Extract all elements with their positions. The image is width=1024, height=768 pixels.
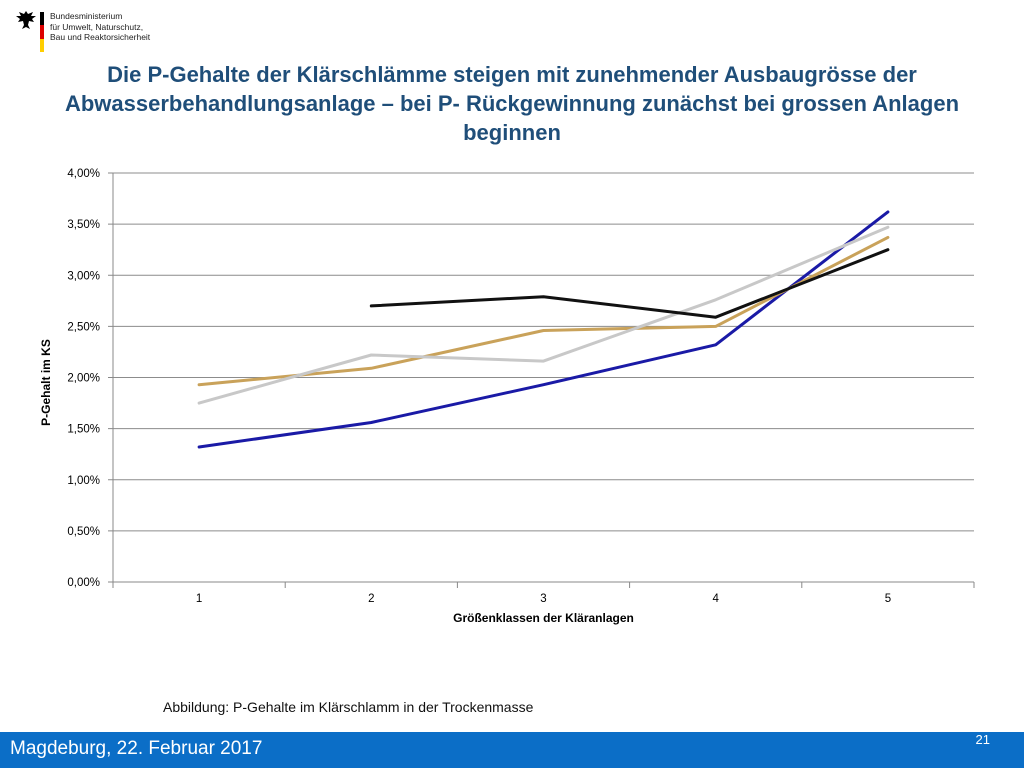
flag-gold: [40, 38, 44, 52]
x-tick-label: 1: [196, 593, 202, 605]
x-tick-label: 3: [540, 593, 546, 605]
flag-red: [40, 25, 44, 39]
y-tick-label: 0,50%: [67, 526, 100, 538]
ministry-name: Bundesministerium für Umwelt, Naturschut…: [50, 11, 151, 42]
slide-title: Die P-Gehalte der Klärschlämme steigen m…: [64, 62, 960, 145]
chart-area: 0,00% 0,50% 1,00% 1,50% 2,00% 2,50% 3,00% 3,50%…: [0, 160, 1024, 630]
footer-bar: Magdeburg, 22. Februar 2017 21: [0, 732, 1024, 768]
x-tick-label: 2: [368, 593, 374, 605]
german-flag-stripe: [40, 12, 44, 52]
series-line-2: [197, 235, 890, 387]
federal-eagle-icon: [16, 11, 36, 29]
y-tick-label: 0,00%: [67, 577, 100, 589]
flag-black: [40, 12, 44, 26]
y-tick-label: 2,50%: [67, 321, 100, 333]
line-chart: 0,00% 0,50% 1,00% 1,50% 2,00% 2,50% 3,00% 3,50%…: [39, 168, 975, 625]
y-tick-label: 3,50%: [67, 219, 100, 231]
y-axis-title: P-Gehalt im KS: [39, 339, 53, 426]
series-line-4: [369, 248, 890, 319]
y-tick-label: 3,00%: [67, 270, 100, 282]
y-tick-label: 4,00%: [67, 168, 100, 180]
x-tick-label: 5: [885, 593, 891, 605]
footer-place-date: Magdeburg, 22. Februar 2017: [10, 738, 263, 759]
x-tick-label: 4: [712, 593, 719, 605]
ministry-logo: Bundesministerium für Umwelt, Naturschut…: [14, 10, 214, 52]
y-tick-label: 1,50%: [67, 424, 100, 436]
x-axis-title: Größenklassen der Kläranlagen: [453, 611, 634, 625]
figure-caption: Abbildung: P-Gehalte im Klärschlamm in d…: [163, 699, 534, 715]
series-line-1: [197, 210, 890, 449]
page-number: 21: [975, 732, 990, 747]
series-line-3: [197, 225, 890, 405]
y-tick-label: 2,00%: [67, 373, 100, 385]
y-tick-label: 1,00%: [67, 475, 100, 487]
